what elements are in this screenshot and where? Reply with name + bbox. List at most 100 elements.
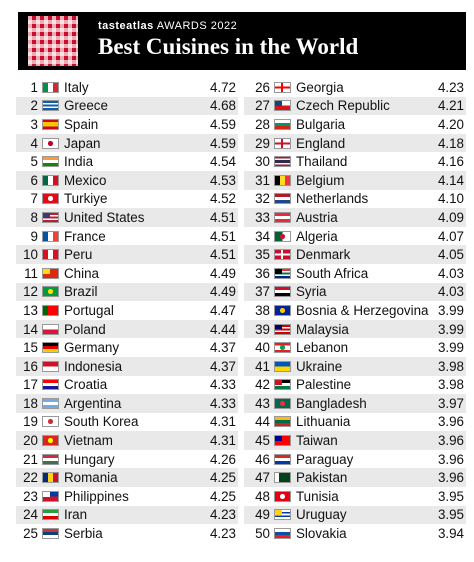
ranking-row: 42 Palestine 3.98 [244, 376, 466, 395]
country-name: Lebanon [296, 340, 349, 356]
country-name: Spain [64, 116, 99, 132]
bulgaria-flag-icon [274, 118, 291, 130]
rank-number: 39 [255, 321, 270, 337]
score-value: 3.97 [437, 395, 464, 411]
country-name: Denmark [296, 247, 351, 263]
score-value: 4.51 [209, 209, 236, 225]
thailand-flag-icon [274, 156, 291, 168]
spain-flag-icon [42, 118, 59, 130]
rank-number: 49 [255, 507, 270, 523]
country-name: Indonesia [64, 358, 123, 374]
score-value: 4.33 [209, 377, 236, 393]
country-name: Ukraine [296, 358, 343, 374]
score-value: 4.47 [209, 302, 236, 318]
france-flag-icon [42, 230, 59, 242]
paraguay-flag-icon [274, 453, 291, 465]
rank-number: 8 [30, 209, 38, 225]
rank-number: 9 [30, 228, 38, 244]
rank-number: 13 [23, 302, 38, 318]
austria-flag-icon [274, 211, 291, 223]
denmark-flag-icon [274, 249, 291, 261]
rank-number: 16 [23, 358, 38, 374]
ranking-row: 31 Belgium 4.14 [244, 170, 466, 190]
ranking-row: 7 Turkiye 4.52 [16, 190, 238, 209]
rank-number: 25 [23, 526, 38, 542]
score-value: 3.99 [437, 321, 464, 337]
rank-number: 46 [255, 451, 270, 467]
palestine-flag-icon [274, 379, 291, 391]
ranking-row: 46 Paraguay 3.96 [244, 450, 466, 469]
country-name: Syria [296, 284, 327, 300]
rank-number: 26 [255, 79, 270, 95]
philippines-flag-icon [42, 490, 59, 502]
ranking-row: 12 Brazil 4.49 [16, 282, 238, 302]
score-value: 4.52 [209, 191, 236, 207]
rank-number: 20 [23, 433, 38, 449]
country-name: Slovakia [296, 526, 347, 542]
brand-line: tasteatlas AWARDS 2022 [98, 20, 237, 32]
rank-number: 14 [23, 321, 38, 337]
rank-number: 6 [30, 172, 38, 188]
rank-number: 4 [30, 135, 38, 151]
ranking-row: 19 South Korea 4.31 [16, 413, 238, 432]
czech-flag-icon [274, 100, 291, 112]
country-name: Taiwan [296, 433, 338, 449]
malaysia-flag-icon [274, 323, 291, 335]
rank-number: 10 [23, 247, 38, 263]
country-name: Portugal [64, 302, 114, 318]
score-value: 3.94 [437, 526, 464, 542]
country-name: Philippines [64, 488, 129, 504]
country-name: Belgium [296, 172, 345, 188]
country-name: Paraguay [296, 451, 354, 467]
score-value: 4.23 [209, 526, 236, 542]
country-name: Iran [64, 507, 88, 523]
rank-number: 41 [255, 358, 270, 374]
country-name: Serbia [64, 526, 103, 542]
peru-flag-icon [42, 249, 59, 261]
brazil-flag-icon [42, 286, 59, 298]
italy-flag-icon [42, 81, 59, 93]
score-value: 4.51 [209, 228, 236, 244]
rank-number: 3 [30, 116, 38, 132]
country-name: Peru [64, 247, 93, 263]
ranking-row: 37 Syria 4.03 [244, 282, 466, 302]
country-name: Greece [64, 98, 108, 114]
syria-flag-icon [274, 286, 291, 298]
rank-number: 32 [255, 191, 270, 207]
rank-number: 7 [30, 191, 38, 207]
romania-flag-icon [42, 472, 59, 484]
rank-number: 19 [23, 414, 38, 430]
turkey-flag-icon [42, 193, 59, 205]
argentina-flag-icon [42, 397, 59, 409]
country-name: Lithuania [296, 414, 351, 430]
country-name: Tunisia [296, 488, 339, 504]
ranking-row: 3 Spain 4.59 [16, 115, 238, 134]
slovakia-flag-icon [274, 528, 291, 540]
ranking-row: 4 Japan 4.59 [16, 133, 238, 153]
ranking-row: 38 Bosnia & Herzegovina 3.99 [244, 301, 466, 320]
portugal-flag-icon [42, 304, 59, 316]
country-name: Netherlands [296, 191, 369, 207]
algeria-flag-icon [274, 230, 291, 242]
ranking-row: 15 Germany 4.37 [16, 338, 238, 357]
country-name: France [64, 228, 106, 244]
south-africa-flag-icon [274, 267, 291, 279]
country-name: Croatia [64, 377, 108, 393]
ranking-row: 47 Pakistan 3.96 [244, 468, 466, 488]
score-value: 4.49 [209, 265, 236, 281]
country-name: Algeria [296, 228, 338, 244]
rank-number: 34 [255, 228, 270, 244]
ranking-row: 17 Croatia 4.33 [16, 376, 238, 395]
ranking-row: 2 Greece 4.68 [16, 96, 238, 116]
score-value: 4.31 [209, 414, 236, 430]
england-flag-icon [274, 137, 291, 149]
score-value: 4.54 [209, 154, 236, 170]
rank-number: 12 [23, 284, 38, 300]
rank-number: 23 [23, 488, 38, 504]
country-name: South Africa [296, 265, 369, 281]
score-value: 4.37 [209, 340, 236, 356]
serbia-flag-icon [42, 528, 59, 540]
country-name: Bulgaria [296, 116, 346, 132]
ranking-row: 44 Lithuania 3.96 [244, 413, 466, 432]
score-value: 4.21 [437, 98, 464, 114]
